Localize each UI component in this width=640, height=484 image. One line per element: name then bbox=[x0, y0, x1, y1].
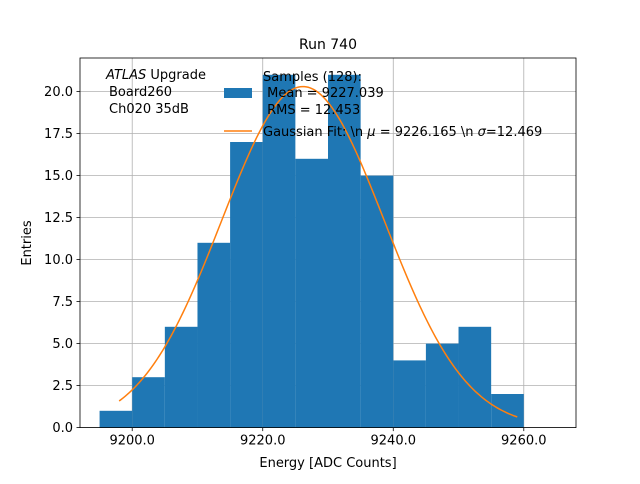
y-tick-label-4: 10.0 bbox=[44, 253, 73, 268]
x-tick-label-0: 9200.0 bbox=[109, 434, 155, 449]
y-tick-label-2: 5.0 bbox=[52, 337, 73, 352]
legend: Samples (128): Mean = 9227.039 RMS = 12.… bbox=[224, 70, 542, 140]
x-axis-label: Energy [ADC Counts] bbox=[259, 456, 396, 471]
hist-bar bbox=[230, 142, 263, 428]
annotation-upgrade: Upgrade bbox=[146, 68, 206, 83]
hist-bar bbox=[393, 360, 426, 428]
legend-fit-label: Gaussian Fit: \n μ = 9226.165 \n σ=12.46… bbox=[263, 125, 542, 140]
legend-fit-suffix: =12.469 bbox=[486, 125, 542, 140]
hist-bar bbox=[491, 394, 524, 428]
hist-bar bbox=[132, 377, 165, 428]
hist-bar bbox=[295, 158, 328, 428]
histogram-bars bbox=[99, 74, 524, 428]
annotation-text: ATLAS Upgrade Board260 Ch020 35dB bbox=[105, 68, 206, 117]
legend-fit-sigma: σ bbox=[478, 125, 487, 140]
legend-hist-swatch bbox=[224, 88, 252, 98]
y-tick-label-8: 20.0 bbox=[44, 85, 73, 100]
y-axis-label: Entries bbox=[20, 220, 35, 266]
axes-frame bbox=[79, 57, 577, 429]
hist-bar bbox=[164, 326, 198, 428]
x-ticks: 9200.0 9220.0 9240.0 9260.0 bbox=[109, 427, 547, 449]
legend-hist-line-2: Mean = 9227.039 bbox=[263, 86, 384, 101]
y-tick-label-1: 2.5 bbox=[52, 379, 73, 394]
gaussian-fit-curve bbox=[118, 85, 518, 418]
y-tick-label-7: 17.5 bbox=[44, 127, 73, 142]
hist-bar bbox=[360, 175, 394, 428]
y-tick-label-6: 15.0 bbox=[44, 169, 73, 184]
y-tick-label-3: 7.5 bbox=[52, 295, 73, 310]
legend-hist-line-3: RMS = 12.453 bbox=[263, 103, 360, 118]
hist-bar bbox=[425, 343, 459, 428]
annotation-line-3: Ch020 35dB bbox=[109, 102, 189, 117]
legend-hist-line-1: Samples (128): bbox=[263, 70, 362, 85]
y-tick-label-0: 0.0 bbox=[52, 421, 73, 436]
legend-fit-middle: = 9226.165 \n bbox=[376, 125, 478, 140]
legend-fit-mu: μ bbox=[366, 125, 375, 140]
hist-bar bbox=[328, 74, 361, 428]
chart-title: Run 740 bbox=[299, 37, 357, 53]
hist-bar bbox=[99, 410, 133, 428]
annotation-line-2: Board260 bbox=[109, 85, 172, 100]
annotation-atlas: ATLAS bbox=[105, 68, 146, 83]
y-ticks: 0.0 2.5 5.0 7.5 10.0 12.5 15.0 17.5 20.0 bbox=[44, 85, 80, 436]
annotation-line-1: ATLAS Upgrade bbox=[105, 68, 206, 83]
legend-fit-prefix: Gaussian Fit: \n bbox=[263, 125, 367, 140]
x-tick-label-2: 9240.0 bbox=[371, 434, 417, 449]
x-tick-label-3: 9260.0 bbox=[501, 434, 547, 449]
y-tick-label-5: 12.5 bbox=[44, 211, 73, 226]
hist-bar bbox=[458, 326, 492, 428]
hist-bar bbox=[197, 242, 231, 428]
x-tick-label-1: 9220.0 bbox=[240, 434, 286, 449]
hist-bar bbox=[262, 74, 296, 428]
